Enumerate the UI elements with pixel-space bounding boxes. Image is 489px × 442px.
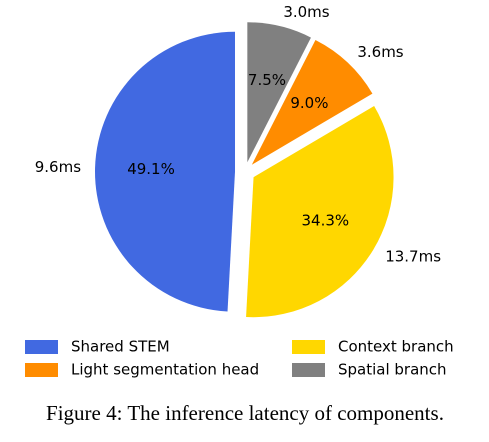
pct-label: 9.0%	[290, 94, 328, 112]
legend-label: Spatial branch	[338, 361, 447, 379]
legend-label: Context branch	[338, 338, 454, 356]
legend-swatch	[292, 363, 325, 377]
legend-label: Shared STEM	[71, 338, 170, 356]
legend-label: Light segmentation head	[71, 361, 259, 379]
pie-slice	[251, 40, 373, 165]
pie-slice	[247, 22, 311, 163]
legend-swatch	[292, 340, 325, 354]
latency-label: 3.0ms	[283, 3, 329, 21]
pie-slice	[246, 106, 394, 318]
caption: Figure 4: The inference latency of compo…	[46, 401, 444, 425]
latency-label: 13.7ms	[385, 248, 441, 266]
latency-label: 9.6ms	[35, 158, 81, 176]
pie-slice	[95, 31, 236, 312]
legend-swatch	[25, 363, 58, 377]
latency-label: 3.6ms	[357, 43, 403, 61]
legend-swatch	[25, 340, 58, 354]
pct-label: 49.1%	[127, 160, 175, 178]
pct-label: 34.3%	[302, 211, 350, 229]
pct-label: 7.5%	[248, 71, 286, 89]
